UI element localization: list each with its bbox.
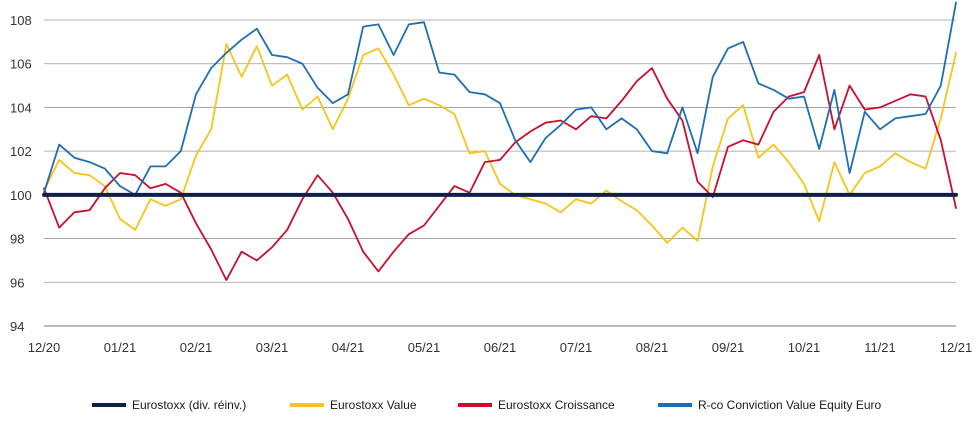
line-chart: 94 96 98 100 102 104 106 108 12/20 01/21 02/21 03/…: [10, 1, 973, 355]
legend-label-rco-conviction: R-co Conviction Value Equity Euro: [698, 398, 882, 412]
y-tick-label-104: 104: [10, 100, 32, 115]
y-tick-label-108: 108: [10, 13, 32, 28]
y-tick-label-96: 96: [10, 275, 24, 290]
series-lines: [42, 1, 958, 282]
x-tick-label-11: 11/21: [864, 340, 896, 355]
horizontal-gridlines: [44, 19, 956, 327]
y-tick-label-106: 106: [10, 57, 32, 72]
x-tick-label-1: 01/21: [104, 340, 137, 355]
x-tick-label-8: 08/21: [636, 340, 669, 355]
legend-item-eurostoxx: Eurostoxx (div. réinv.): [92, 398, 246, 412]
y-tick-label-94: 94: [10, 319, 24, 334]
x-tick-label-4: 04/21: [332, 340, 365, 355]
series-line-1: [43, 43, 957, 244]
x-tick-label-3: 03/21: [256, 340, 289, 355]
legend-swatch-eurostoxx-value: [290, 403, 324, 407]
legend-item-rco-conviction: R-co Conviction Value Equity Euro: [658, 398, 881, 412]
y-tick-label-98: 98: [10, 232, 24, 247]
legend-swatch-rco-conviction: [658, 403, 692, 407]
x-tick-label-2: 02/21: [180, 340, 213, 355]
y-tick-label-100: 100: [10, 188, 32, 203]
y-tick-label-102: 102: [10, 144, 32, 159]
legend-label-eurostoxx-croissance: Eurostoxx Croissance: [498, 398, 615, 412]
legend-item-eurostoxx-value: Eurostoxx Value: [290, 398, 417, 412]
legend-label-eurostoxx: Eurostoxx (div. réinv.): [132, 398, 247, 412]
series-line-3: [43, 1, 957, 196]
x-tick-label-9: 09/21: [712, 340, 745, 355]
legend: Eurostoxx (div. réinv.) Eurostoxx Value …: [0, 398, 980, 418]
legend-swatch-eurostoxx: [92, 403, 126, 407]
x-tick-label-5: 05/21: [408, 340, 441, 355]
x-tick-label-12: 12/21: [940, 340, 973, 355]
x-tick-label-7: 07/21: [560, 340, 593, 355]
x-tick-label-6: 06/21: [484, 340, 517, 355]
x-axis-tick-labels: 12/20 01/21 02/21 03/21 04/21 05/21 06/21 07/21…: [28, 340, 973, 355]
legend-label-eurostoxx-value: Eurostoxx Value: [330, 398, 417, 412]
x-tick-label-10: 10/21: [788, 340, 821, 355]
legend-item-eurostoxx-croissance: Eurostoxx Croissance: [458, 398, 615, 412]
x-tick-label-0: 12/20: [28, 340, 61, 355]
legend-swatch-eurostoxx-croissance: [458, 403, 492, 407]
y-axis-tick-labels: 94 96 98 100 102 104 106 108: [10, 13, 32, 334]
series-line-2: [43, 54, 957, 282]
